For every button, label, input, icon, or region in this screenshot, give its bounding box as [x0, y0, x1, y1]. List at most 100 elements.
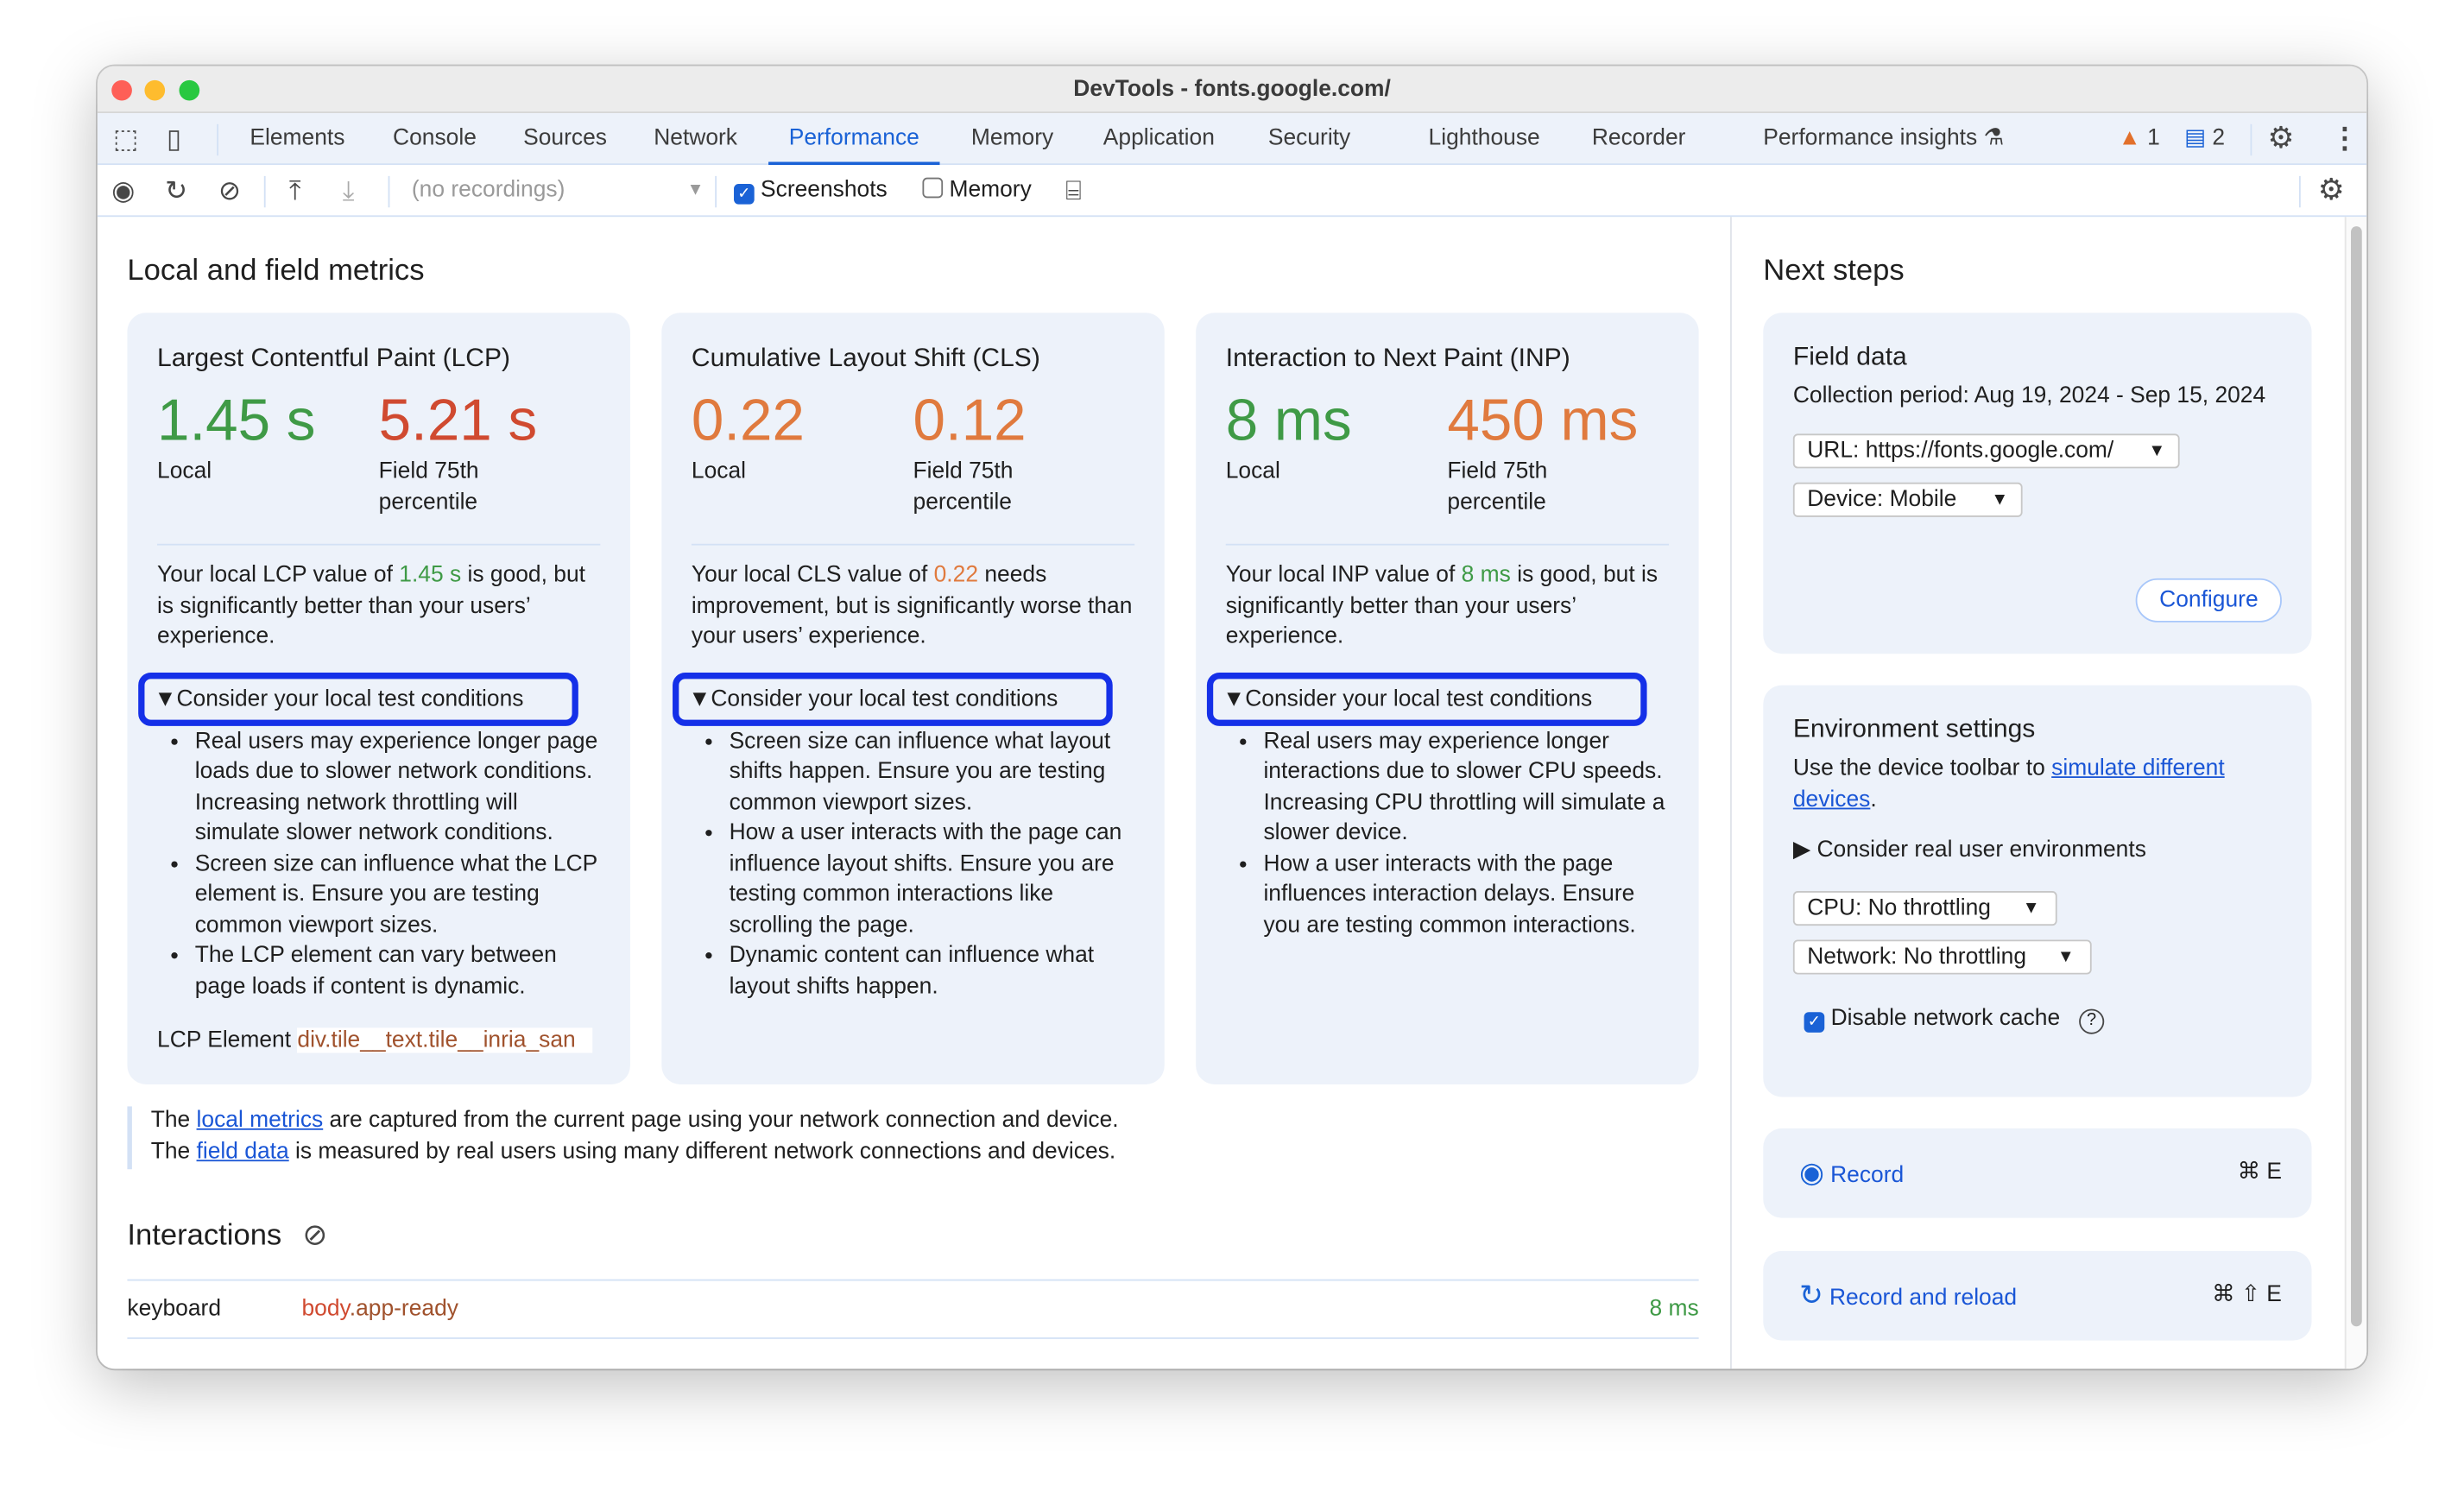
local-test-conditions-toggle[interactable]: ▼Consider your local test conditions [1206, 672, 1647, 726]
network-throttling-select[interactable]: Network: No throttling ▼ [1792, 939, 2092, 975]
field-data-card: Field data Collection period: Aug 19, 20… [1763, 313, 2312, 654]
condition-bullet: Screen size can influence what layout sh… [730, 727, 1135, 819]
field-label: percentile [378, 490, 478, 516]
metrics-pane: Local and field metrics Largest Contentf… [98, 217, 1728, 1368]
desc-text: needs improvement, but is significantly … [691, 562, 1133, 649]
device-value: Device: Mobile [1807, 486, 1957, 512]
title-bar: DevTools - fonts.google.com/ [97, 66, 2367, 114]
metric-title: Interaction to Next Paint (INP) [1225, 344, 1570, 373]
clear-icon[interactable]: ⊘ [218, 175, 241, 206]
network-value: Network: No throttling [1807, 944, 2027, 970]
local-test-conditions-toggle[interactable]: ▼Consider your local test conditions [138, 672, 578, 726]
settings-gear-icon[interactable]: ⚙ [2267, 122, 2295, 156]
recordings-placeholder: (no recordings) [411, 177, 565, 203]
chevron-down-icon: ▼ [1991, 489, 2009, 509]
tab-sources[interactable]: Sources [523, 125, 607, 151]
tab-memory[interactable]: Memory [970, 125, 1054, 151]
field-value: 5.21 s [378, 388, 538, 453]
device-select[interactable]: Device: Mobile ▼ [1792, 481, 2023, 516]
record-icon[interactable]: ◉ [111, 175, 136, 206]
consider-real-user-environments-toggle[interactable]: ▶ Consider real user environments [1792, 837, 2146, 863]
scrollbar[interactable] [2344, 217, 2367, 1369]
scrollbar-thumb[interactable] [2351, 226, 2362, 1327]
tab-security[interactable]: Security [1267, 125, 1351, 151]
screenshots-checkbox[interactable]: ✓ Screenshots [734, 165, 888, 217]
inspect-element-icon[interactable]: ⬚ [113, 123, 139, 155]
checkbox-unchecked-icon [922, 177, 944, 199]
garbage-collect-broom-icon[interactable]: ⌸ [1065, 175, 1082, 206]
field-data-title: Field data [1792, 342, 1907, 371]
local-metrics-link[interactable]: local metrics [196, 1108, 324, 1134]
tab-performance[interactable]: Performance [768, 113, 940, 166]
note-text: The [150, 1108, 197, 1134]
collection-period: Collection period: Aug 19, 2024 - Sep 15… [1792, 383, 2266, 409]
url-value: URL: https://fonts.google.com/ [1807, 437, 2114, 464]
environment-title: Environment settings [1792, 715, 2036, 743]
upload-icon[interactable]: ⤒ [288, 175, 301, 206]
tab-console[interactable]: Console [393, 125, 477, 151]
download-icon[interactable]: ⤓ [342, 175, 355, 206]
lcp-element-link[interactable]: div.tile__text.tile__inria_san [297, 1027, 593, 1053]
panel-tabs: ⬚ ▯ Elements Console Sources Network Per… [97, 113, 2367, 166]
local-value: 0.22 [691, 388, 805, 453]
desc-value: 0.22 [933, 562, 979, 588]
reload-record-icon[interactable]: ↻ [165, 175, 188, 206]
interaction-row[interactable]: keyboard body.app-ready 8 ms [127, 1280, 1698, 1337]
cpu-value: CPU: No throttling [1807, 895, 1991, 921]
field-label: Field 75th [378, 458, 479, 484]
maximize-window-button[interactable] [179, 79, 200, 101]
checkbox-checked-icon: ✓ [1804, 1012, 1825, 1033]
performance-toolbar: ◉ ↻ ⊘ ⤒ ⤓ (no recordings) ▼ ✓ Screenshots… [97, 165, 2367, 218]
metric-title: Cumulative Layout Shift (CLS) [691, 344, 1040, 373]
capture-settings-gear-icon[interactable]: ⚙ [2317, 174, 2345, 208]
local-test-conditions-toggle[interactable]: ▼Consider your local test conditions [673, 672, 1113, 726]
url-select[interactable]: URL: https://fonts.google.com/ ▼ [1792, 433, 2180, 468]
target-class: .app-ready [349, 1296, 458, 1322]
checkbox-checked-icon: ✓ [734, 183, 755, 205]
record-button[interactable]: Record [1830, 1162, 1905, 1189]
close-window-button[interactable] [111, 79, 132, 101]
desc-value: 1.45 s [399, 562, 462, 588]
help-icon[interactable]: ? [2079, 1008, 2105, 1034]
field-value: 450 ms [1447, 388, 1639, 453]
lcp-metric-card: Largest Contentful Paint (LCP) 1.45 s Loc… [127, 313, 630, 1084]
messages-badge[interactable]: ▤ 2 [2184, 113, 2225, 165]
metric-description: Your local LCP value of 1.45 s is good, … [157, 561, 600, 653]
condition-bullet: Real users may experience longer page lo… [195, 727, 601, 850]
field-data-link[interactable]: field data [196, 1138, 289, 1164]
local-label: Local [691, 458, 746, 484]
simulate-devices-link[interactable]: simulate different devices [1792, 755, 2225, 812]
tab-recorder[interactable]: Recorder [1591, 125, 1686, 151]
minimize-window-button[interactable] [144, 79, 166, 101]
more-options-icon[interactable]: ⋮ [2330, 122, 2360, 155]
memory-checkbox[interactable]: Memory [922, 165, 1032, 217]
record-icon: ◉ [1799, 1156, 1824, 1189]
configure-button[interactable]: Configure [2135, 578, 2282, 623]
record-reload-card[interactable]: ↻ Record and reload ⌘ ⇧ E [1763, 1250, 2312, 1341]
recordings-select[interactable]: (no recordings) ▼ [412, 165, 704, 217]
lcp-element-label: LCP Element [157, 1027, 292, 1053]
device-toolbar-icon[interactable]: ▯ [166, 123, 181, 155]
chevron-down-icon: ▼ [2022, 899, 2040, 918]
record-card[interactable]: ◉ Record ⌘ E [1763, 1128, 2312, 1218]
conditions-list: Real users may experience longer page lo… [195, 727, 601, 1002]
conditions-list: Screen size can influence what layout sh… [730, 727, 1135, 1002]
clear-interactions-icon[interactable]: ⊘ [302, 1219, 328, 1253]
tab-performance-insights[interactable]: Performance insights ⚗ [1763, 113, 2004, 165]
tab-application[interactable]: Application [1102, 125, 1215, 151]
cpu-throttling-select[interactable]: CPU: No throttling ▼ [1792, 891, 2057, 926]
disable-cache-checkbox[interactable]: ✓ Disable network cache ? [1804, 1006, 2282, 1034]
section-title: Local and field metrics [127, 254, 425, 288]
warning-icon: ▲ [2118, 125, 2141, 151]
interaction-target[interactable]: body.app-ready [301, 1280, 458, 1337]
warnings-badge[interactable]: ▲ 1 [2119, 113, 2160, 165]
record-and-reload-button[interactable]: Record and reload [1829, 1285, 2018, 1312]
tab-lighthouse[interactable]: Lighthouse [1428, 125, 1540, 151]
tab-elements[interactable]: Elements [250, 125, 345, 151]
chevron-down-icon: ▼ [686, 180, 704, 200]
condition-bullet: The LCP element can vary between page lo… [195, 941, 601, 1002]
cls-metric-card: Cumulative Layout Shift (CLS) 0.22 Local … [661, 313, 1165, 1084]
next-steps-pane: Next steps Field data Collection period:… [1730, 217, 2345, 1369]
local-value: 8 ms [1225, 388, 1352, 453]
tab-network[interactable]: Network [654, 125, 738, 151]
